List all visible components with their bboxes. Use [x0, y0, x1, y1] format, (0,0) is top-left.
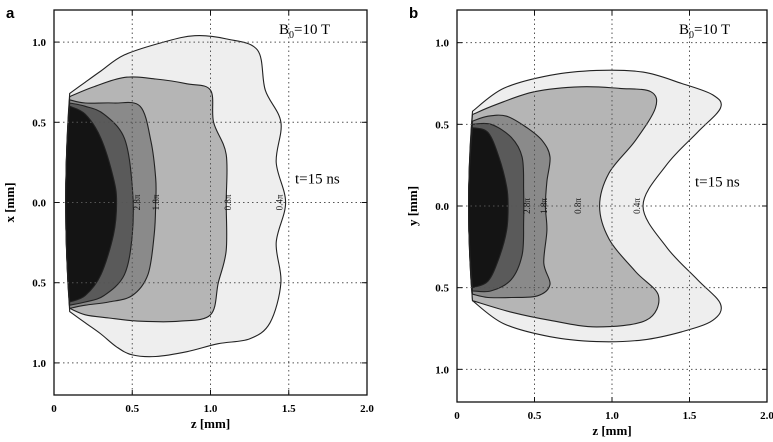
contour-label: 2.8π: [132, 194, 142, 210]
y-tick-label: 0.5: [435, 283, 449, 295]
y-tick-label: 1.0: [32, 37, 46, 49]
x-tick-label: 2.0: [760, 410, 773, 422]
y-tick-label: 0.5: [32, 117, 46, 129]
x-tick-label: 0.5: [125, 403, 139, 415]
x-axis-label: z [mm]: [191, 416, 230, 431]
x-tick-label: 1.0: [204, 403, 218, 415]
time-annotation: t=15 ns: [295, 171, 340, 187]
x-tick-label: 1.0: [605, 410, 619, 422]
contour-label: 0.4π: [632, 198, 642, 214]
y-axis-label: y [mm]: [405, 186, 420, 226]
panel-letter: a: [6, 5, 15, 22]
time-annotation: t=15 ns: [695, 174, 740, 190]
x-tick-label: 1.5: [282, 403, 296, 415]
y-tick-label: 0.5: [32, 278, 46, 290]
panel-b: 0 0.5 1.0 1.5 2.01.00.50.00.51.0z [mm]y [mm]…: [405, 5, 773, 438]
x-tick-label: 0.5: [528, 410, 542, 422]
x-tick-label: 1.5: [683, 410, 697, 422]
panel-letter: b: [409, 5, 418, 22]
y-tick-label: 1.0: [435, 38, 449, 50]
contour-label: 0.8π: [223, 194, 233, 210]
y-tick-label: 0.5: [435, 119, 449, 131]
y-tick-label: 0.0: [32, 198, 46, 210]
contour-label: 1.8π: [539, 198, 549, 214]
y-tick-label: 1.0: [32, 358, 46, 370]
x-tick-label: 2.0: [360, 403, 374, 415]
field-annotation: B0=10 T: [279, 22, 330, 41]
contour-label: 1.8π: [151, 194, 161, 210]
x-tick-label: 0: [51, 403, 57, 415]
contour-core: [65, 105, 118, 303]
x-axis-label: z [mm]: [592, 423, 631, 438]
panel-a: 0 0.5 1.0 1.5 2.01.00.50.00.51.0z [mm]x [mm]…: [2, 5, 374, 431]
field-annotation: B0=10 T: [679, 22, 730, 41]
y-tick-label: 0.0: [435, 201, 449, 213]
contour-label: 0.4π: [274, 194, 284, 210]
contour-label: 2.8π: [522, 198, 532, 214]
contour-label: 0.8π: [573, 198, 583, 214]
y-tick-label: 1.0: [435, 364, 449, 376]
x-tick-label: 0: [454, 410, 460, 422]
contour-core: [468, 126, 509, 289]
y-axis-label: x [mm]: [2, 182, 17, 222]
